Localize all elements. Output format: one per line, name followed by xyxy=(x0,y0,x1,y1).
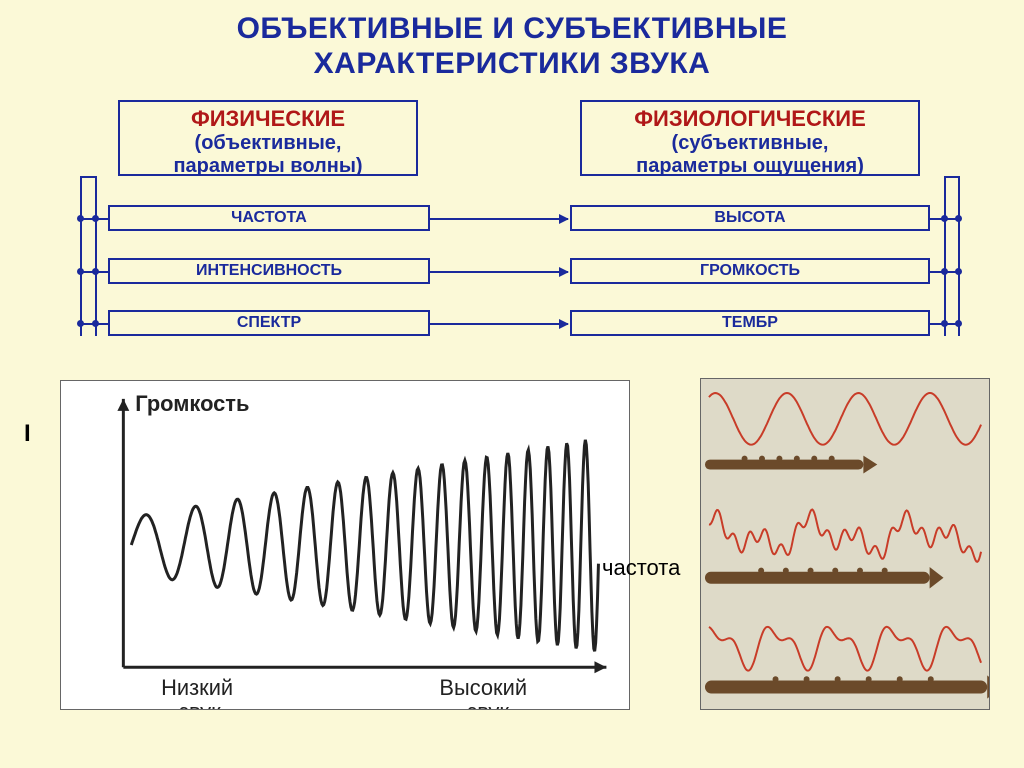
svg-text:Громкость: Громкость xyxy=(135,391,249,416)
rail-right-outer xyxy=(958,176,960,336)
arrow-1 xyxy=(430,271,568,273)
dot-ro-2 xyxy=(955,320,962,327)
dot-lo-2 xyxy=(77,320,84,327)
param-right-1: ГРОМКОСТЬ xyxy=(570,258,930,284)
loudness-frequency-chart: ГромкостьНизкийзвукВысокийзвук xyxy=(60,380,630,710)
dot-li-2 xyxy=(92,320,99,327)
category-physiological-sub1: (субъективные, xyxy=(590,132,910,155)
svg-text:Высокий: Высокий xyxy=(439,675,527,700)
param-left-0: ЧАСТОТА xyxy=(108,205,430,231)
svg-text:звук: звук xyxy=(179,699,221,709)
timbre-waves-chart xyxy=(700,378,990,710)
rail-right-top xyxy=(944,176,960,178)
category-physical-sub2: параметры волны) xyxy=(128,155,408,178)
arrow-2 xyxy=(430,323,568,325)
dot-lo-0 xyxy=(77,215,84,222)
param-left-2: СПЕКТР xyxy=(108,310,430,336)
page: ОБЪЕКТИВНЫЕ И СУБЪЕКТИВНЫЕ ХАРАКТЕРИСТИК… xyxy=(0,0,1024,768)
arrow-0 xyxy=(430,218,568,220)
timbre-chart-svg xyxy=(701,379,989,709)
dot-lo-1 xyxy=(77,268,84,275)
title-line2: ХАРАКТЕРИСТИКИ ЗВУКА xyxy=(0,47,1024,82)
category-physiological: ФИЗИОЛОГИЧЕСКИЕ (субъективные, параметры… xyxy=(580,100,920,176)
param-right-2: ТЕМБР xyxy=(570,310,930,336)
svg-text:звук: звук xyxy=(467,699,509,709)
category-physiological-title: ФИЗИОЛОГИЧЕСКИЕ xyxy=(590,106,910,132)
title-line1: ОБЪЕКТИВНЫЕ И СУБЪЕКТИВНЫЕ xyxy=(0,12,1024,47)
category-physical-title: ФИЗИЧЕСКИЕ xyxy=(128,106,408,132)
dot-ro-1 xyxy=(955,268,962,275)
dot-ri-2 xyxy=(941,320,948,327)
dot-li-1 xyxy=(92,268,99,275)
dot-ro-0 xyxy=(955,215,962,222)
i-axis-label: I xyxy=(24,420,31,448)
param-left-1: ИНТЕНСИВНОСТЬ xyxy=(108,258,430,284)
category-physical-sub1: (объективные, xyxy=(128,132,408,155)
param-right-0: ВЫСОТА xyxy=(570,205,930,231)
loudness-chart-svg: ГромкостьНизкийзвукВысокийзвук xyxy=(61,381,629,709)
category-physiological-sub2: параметры ощущения) xyxy=(590,155,910,178)
dot-li-0 xyxy=(92,215,99,222)
main-title: ОБЪЕКТИВНЫЕ И СУБЪЕКТИВНЫЕ ХАРАКТЕРИСТИК… xyxy=(0,0,1024,81)
dot-ri-1 xyxy=(941,268,948,275)
rail-right-inner xyxy=(944,176,946,336)
rail-left-top xyxy=(80,176,97,178)
rail-left-inner xyxy=(95,176,97,336)
frequency-axis-label: частота xyxy=(602,555,680,581)
category-physical: ФИЗИЧЕСКИЕ (объективные, параметры волны… xyxy=(118,100,418,176)
svg-text:Низкий: Низкий xyxy=(161,675,233,700)
dot-ri-0 xyxy=(941,215,948,222)
rail-left-outer xyxy=(80,176,82,336)
